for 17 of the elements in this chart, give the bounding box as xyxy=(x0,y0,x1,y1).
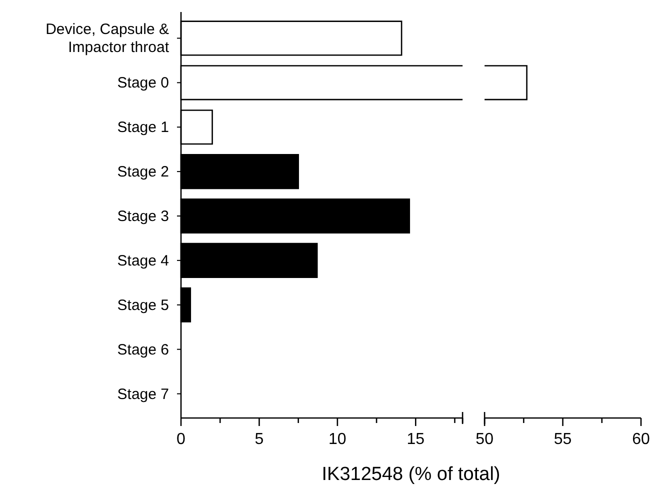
x-tick-label: 0 xyxy=(176,431,186,448)
y-tick-label: Stage 7 xyxy=(117,386,169,403)
y-tick-label: Stage 2 xyxy=(117,164,169,181)
y-tick-label: Device, Capsule & Impactor throat xyxy=(46,21,170,56)
y-tick-label: Stage 0 xyxy=(117,74,169,92)
x-tick-label: 10 xyxy=(328,431,346,448)
y-tick-label: Stage 6 xyxy=(117,341,169,358)
x-tick-label: 55 xyxy=(554,431,572,448)
y-tick-label: Stage 4 xyxy=(117,252,169,270)
x-tick-label: 5 xyxy=(254,431,264,448)
y-tick-label: Stage 1 xyxy=(117,119,169,136)
x-axis-title: IK312548 (% of total) xyxy=(322,464,500,485)
x-tick-label: 60 xyxy=(632,431,650,448)
x-tick-label: 50 xyxy=(476,431,494,448)
y-tick-label: Stage 5 xyxy=(117,296,169,314)
x-tick-label: 15 xyxy=(406,431,425,448)
y-tick-label: Stage 3 xyxy=(117,208,169,225)
